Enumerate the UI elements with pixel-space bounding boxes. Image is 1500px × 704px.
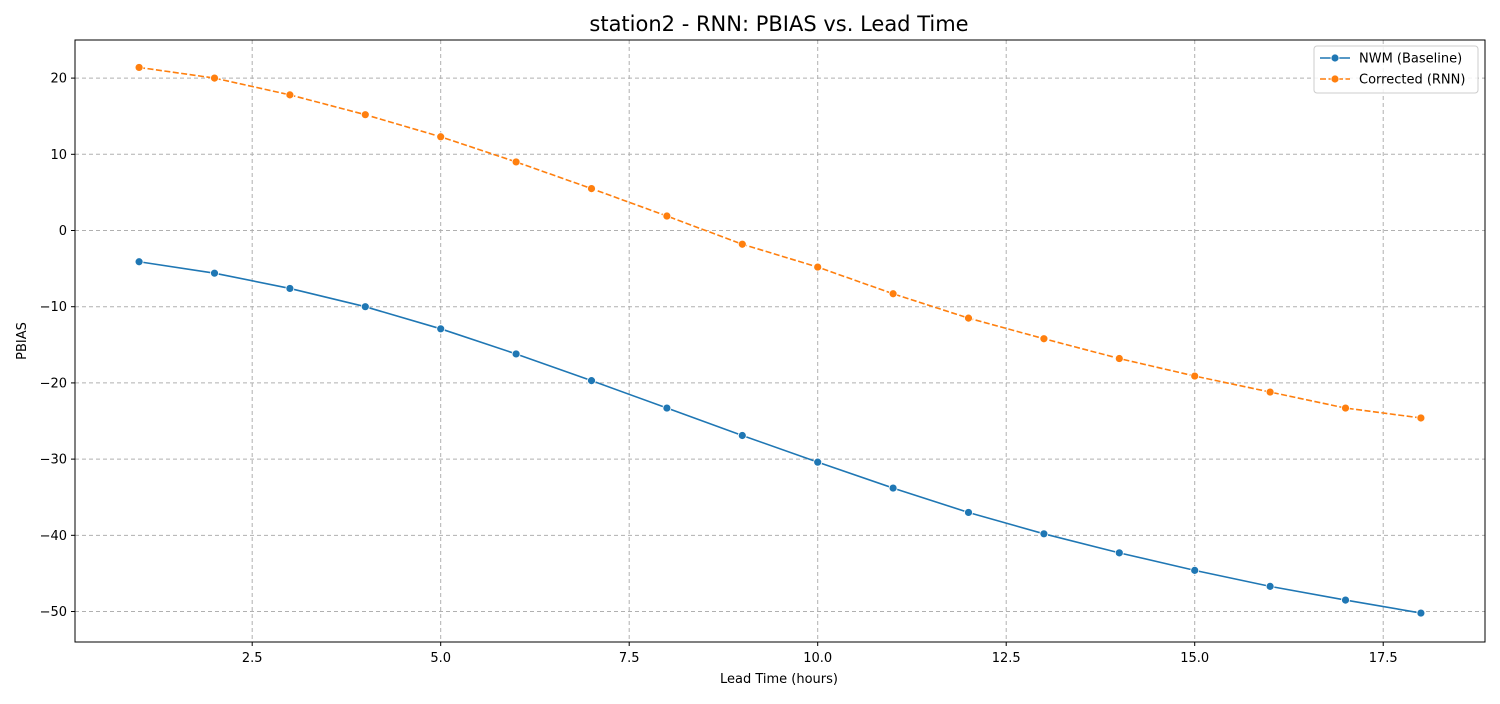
legend: NWM (Baseline) Corrected (RNN) bbox=[1313, 45, 1479, 94]
series-2 bbox=[134, 63, 1426, 423]
data-point bbox=[1190, 565, 1200, 575]
data-point bbox=[737, 431, 747, 440]
y-tick-label: −30 bbox=[40, 453, 67, 468]
y-tick-label: 0 bbox=[59, 224, 67, 239]
series-1 bbox=[134, 257, 1426, 618]
data-point bbox=[134, 257, 144, 267]
y-tick-label: 10 bbox=[50, 148, 67, 163]
series-layer bbox=[134, 63, 1426, 618]
legend-marker bbox=[1330, 53, 1340, 63]
x-axis-label: Lead Time (hours) bbox=[720, 672, 838, 687]
data-point bbox=[1039, 334, 1049, 344]
x-tick-label: 17.5 bbox=[1369, 651, 1398, 666]
y-tick-label: −40 bbox=[40, 529, 67, 544]
data-point bbox=[662, 211, 672, 221]
data-point bbox=[436, 132, 446, 142]
data-point bbox=[360, 302, 370, 312]
data-point bbox=[1341, 403, 1350, 413]
y-tick-label: 20 bbox=[50, 72, 67, 87]
data-point bbox=[285, 90, 295, 100]
data-point bbox=[964, 313, 973, 323]
x-tick-label: 5.0 bbox=[430, 651, 451, 666]
x-tick-label: 7.5 bbox=[619, 651, 640, 666]
data-point bbox=[888, 483, 898, 493]
plot-frame bbox=[74, 39, 1486, 643]
data-point bbox=[1416, 608, 1426, 618]
data-point bbox=[210, 268, 219, 278]
data-point bbox=[1190, 371, 1200, 381]
data-point bbox=[813, 457, 823, 467]
legend-label: Corrected (RNN) bbox=[1359, 73, 1465, 88]
x-tick-label: 15.0 bbox=[1180, 651, 1209, 666]
data-point bbox=[662, 403, 672, 413]
data-point bbox=[360, 110, 370, 120]
data-point bbox=[888, 289, 898, 299]
data-point bbox=[587, 376, 596, 386]
series-line bbox=[138, 66, 1422, 419]
data-point bbox=[737, 239, 747, 249]
grid bbox=[75, 40, 1485, 642]
series-line bbox=[138, 260, 1422, 614]
data-point bbox=[511, 349, 521, 359]
x-tick-label: 10.0 bbox=[803, 651, 832, 666]
x-tick-label: 12.5 bbox=[992, 651, 1021, 666]
data-point bbox=[1265, 387, 1275, 397]
data-point bbox=[1114, 354, 1124, 363]
data-point bbox=[964, 508, 973, 517]
legend-label: NWM (Baseline) bbox=[1359, 52, 1462, 67]
data-point bbox=[210, 73, 219, 83]
data-point bbox=[436, 324, 446, 334]
legend-box bbox=[1313, 45, 1479, 94]
chart-title: station2 - RNN: PBIAS vs. Lead Time bbox=[589, 12, 968, 36]
data-point bbox=[813, 262, 823, 272]
data-point bbox=[1114, 548, 1124, 558]
data-point bbox=[134, 63, 144, 72]
tick-layer: 2.5 5.0 7.5 10.0 12.5 15.0 17.5 20 10 0 −10 −20 −30 −… bbox=[40, 72, 1398, 666]
y-axis-label: PBIAS bbox=[15, 322, 30, 360]
data-point bbox=[1341, 595, 1350, 605]
x-tick-label: 2.5 bbox=[242, 651, 263, 666]
data-point bbox=[1265, 581, 1275, 591]
data-point bbox=[1039, 529, 1049, 539]
data-point bbox=[511, 157, 521, 167]
y-tick-label: −20 bbox=[40, 376, 67, 391]
data-point bbox=[285, 284, 295, 293]
y-tick-label: −50 bbox=[40, 605, 67, 620]
legend-marker bbox=[1330, 74, 1340, 84]
data-point bbox=[587, 184, 596, 193]
data-point bbox=[1416, 413, 1426, 423]
y-tick-label: −10 bbox=[40, 300, 67, 315]
